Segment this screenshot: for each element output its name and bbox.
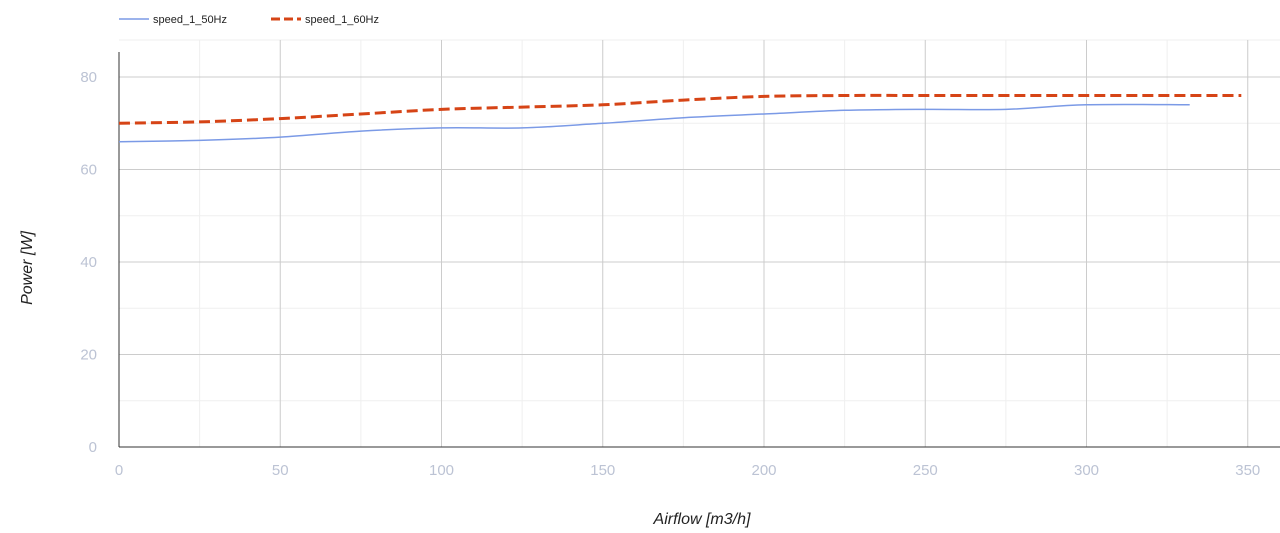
y-tick-label: 80 (80, 69, 97, 86)
y-tick-label: 40 (80, 254, 97, 271)
x-tick-label: 300 (1074, 462, 1099, 479)
grid (119, 39, 1280, 447)
y-tick-label: 0 (89, 439, 97, 456)
y-axis-title: Power [W] (19, 231, 36, 305)
y-tick-label: 20 (80, 347, 97, 364)
x-tick-label: 150 (590, 462, 615, 479)
legend-label-speed_1_50Hz: speed_1_50Hz (153, 14, 227, 26)
legend: speed_1_50Hz speed_1_60Hz (119, 14, 379, 26)
plot-area (118, 93, 1242, 143)
x-tick-label: 100 (429, 462, 454, 479)
y-tick-label: 60 (80, 162, 97, 179)
x-tick-label: 200 (751, 462, 776, 479)
series-line-speed_1_50Hz (118, 103, 1190, 143)
series-line-speed_1_60Hz (118, 93, 1242, 125)
tick-labels: 0 50 100 150 200 250 300 350 0 20 40 60 80 (80, 69, 1260, 479)
x-tick-label: 350 (1235, 462, 1260, 479)
legend-label-speed_1_60Hz: speed_1_60Hz (305, 14, 379, 26)
x-tick-label: 250 (913, 462, 938, 479)
x-tick-label: 50 (272, 462, 289, 479)
x-tick-label: 0 (115, 462, 123, 479)
axes (118, 52, 1280, 448)
x-axis-title: Airflow [m3/h] (653, 511, 751, 528)
